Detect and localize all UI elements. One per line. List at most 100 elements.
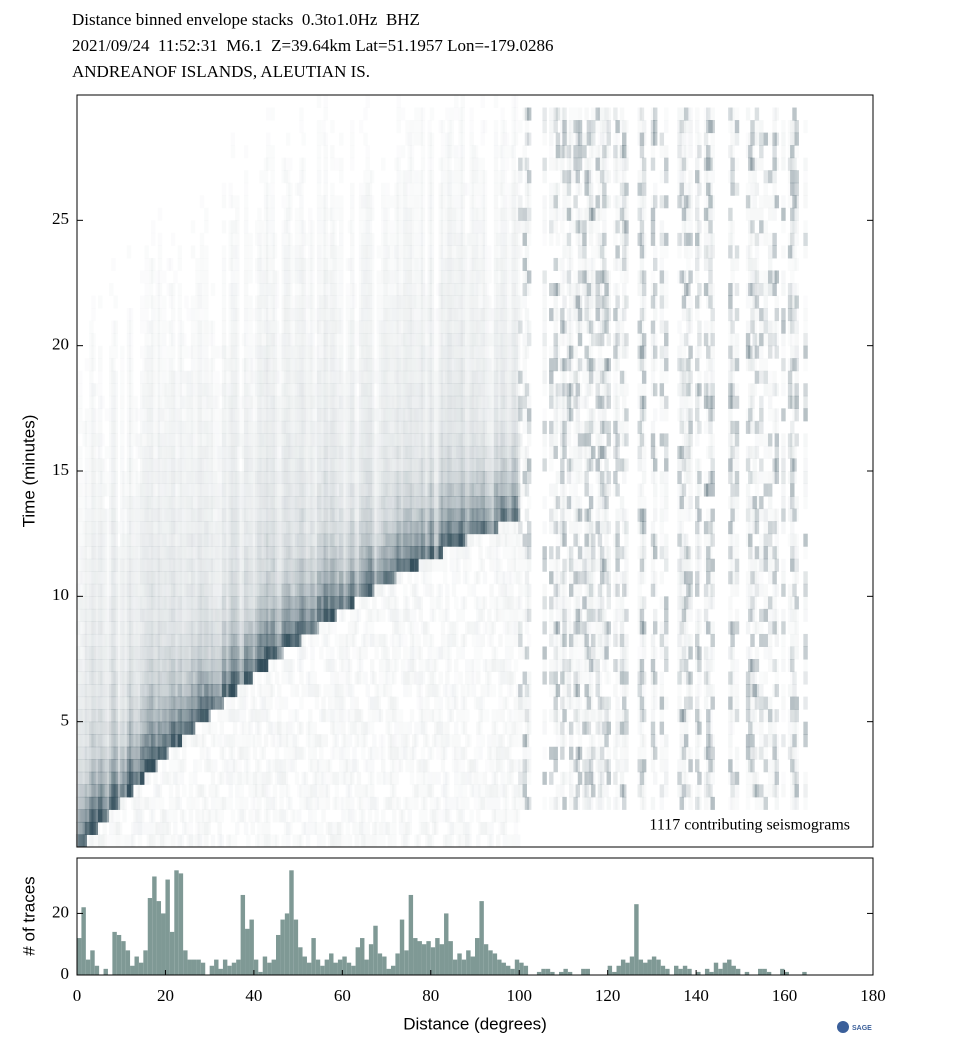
- envelope-cell: [343, 772, 347, 785]
- envelope-cell: [361, 809, 365, 822]
- envelope-cell: [193, 772, 197, 785]
- envelope-cell: [235, 571, 240, 585]
- envelope-cell: [113, 621, 118, 635]
- envelope-cell: [283, 496, 289, 510]
- envelope-cell: [151, 358, 155, 371]
- envelope-cell: [128, 583, 134, 597]
- envelope-cell: [173, 270, 177, 283]
- envelope-cell: [124, 746, 129, 760]
- envelope-cell: [133, 396, 137, 409]
- envelope-cell: [316, 257, 322, 271]
- envelope-cell: [235, 646, 240, 660]
- envelope-cell: [113, 796, 118, 810]
- envelope-cell: [221, 345, 227, 359]
- envelope-cell: [270, 195, 274, 208]
- envelope-cell: [157, 659, 163, 673]
- envelope-cell: [279, 583, 284, 597]
- envelope-cell: [124, 709, 129, 723]
- envelope-cell: [228, 408, 233, 422]
- envelope-cell: [195, 445, 200, 459]
- envelope-cell: [305, 608, 311, 622]
- envelope-cell: [184, 608, 189, 622]
- envelope-cell: [93, 709, 99, 723]
- envelope-cell: [197, 684, 202, 698]
- envelope-cell: [217, 608, 222, 622]
- envelope-cell: [179, 721, 185, 735]
- envelope-cell: [316, 320, 322, 334]
- envelope-cell: [273, 245, 277, 258]
- envelope-cell: [202, 734, 206, 747]
- envelope-cell: [263, 433, 269, 447]
- envelope-cell: [235, 546, 240, 560]
- envelope-cell: [248, 483, 253, 497]
- envelope-cell: [177, 734, 183, 748]
- envelope-cell: [98, 709, 103, 723]
- envelope-cell: [370, 296, 374, 309]
- envelope-cell: [204, 633, 209, 647]
- envelope-cell: [151, 621, 156, 635]
- envelope-cell: [200, 233, 204, 246]
- envelope-cell: [230, 445, 236, 459]
- envelope-cell: [138, 834, 142, 847]
- envelope-cell: [285, 420, 291, 434]
- envelope-cell: [281, 583, 286, 597]
- envelope-cell: [78, 571, 83, 585]
- envelope-cell: [266, 621, 271, 635]
- envelope-cell: [299, 270, 304, 284]
- envelope-cell: [288, 433, 293, 447]
- envelope-cell: [290, 496, 295, 510]
- envelope-cell: [248, 621, 253, 635]
- envelope-cell: [127, 245, 131, 258]
- envelope-cell: [292, 533, 298, 547]
- envelope-cell: [155, 696, 160, 710]
- envelope-cell: [321, 546, 326, 560]
- envelope-cell: [222, 747, 226, 760]
- envelope-cell: [89, 659, 94, 673]
- envelope-cell: [222, 283, 226, 296]
- envelope-cell: [299, 208, 303, 221]
- envelope-cell: [106, 784, 112, 798]
- envelope-cell: [166, 608, 171, 622]
- envelope-cell: [248, 659, 253, 673]
- envelope-cell: [184, 346, 188, 359]
- envelope-cell: [208, 646, 213, 660]
- envelope-cell: [126, 721, 132, 735]
- envelope-cell: [206, 608, 211, 622]
- envelope-cell: [244, 296, 248, 309]
- envelope-cell: [341, 659, 345, 672]
- envelope-cell: [190, 383, 196, 397]
- envelope-cell: [191, 371, 195, 384]
- envelope-cell: [158, 233, 162, 246]
- envelope-cell: [235, 321, 239, 334]
- envelope-cell: [135, 734, 141, 748]
- envelope-cell: [78, 471, 82, 484]
- envelope-cell: [283, 383, 289, 397]
- envelope-cell: [270, 358, 275, 372]
- envelope-cell: [266, 496, 271, 510]
- envelope-cell: [200, 258, 204, 271]
- envelope-cell: [197, 420, 202, 434]
- envelope-cell: [359, 659, 363, 672]
- envelope-cell: [191, 220, 195, 233]
- envelope-cell: [78, 784, 83, 798]
- envelope-cell: [179, 533, 185, 547]
- envelope-cell: [146, 583, 152, 597]
- envelope-cell: [157, 433, 163, 447]
- envelope-cell: [283, 483, 289, 497]
- envelope-cell: [182, 747, 186, 760]
- envelope-cell: [166, 633, 171, 647]
- envelope-cell: [144, 583, 149, 597]
- envelope-cell: [197, 471, 202, 485]
- envelope-cell: [100, 734, 105, 748]
- envelope-cell: [281, 445, 286, 459]
- envelope-cell: [140, 471, 145, 485]
- envelope-cell: [266, 383, 271, 397]
- envelope-cell: [246, 558, 251, 572]
- envelope-cell: [297, 571, 302, 585]
- envelope-cell: [164, 659, 169, 673]
- envelope-cell: [219, 659, 225, 673]
- envelope-cell: [243, 571, 249, 585]
- envelope-cell: [305, 558, 311, 572]
- envelope-cell: [184, 546, 189, 560]
- envelope-cell: [100, 671, 105, 685]
